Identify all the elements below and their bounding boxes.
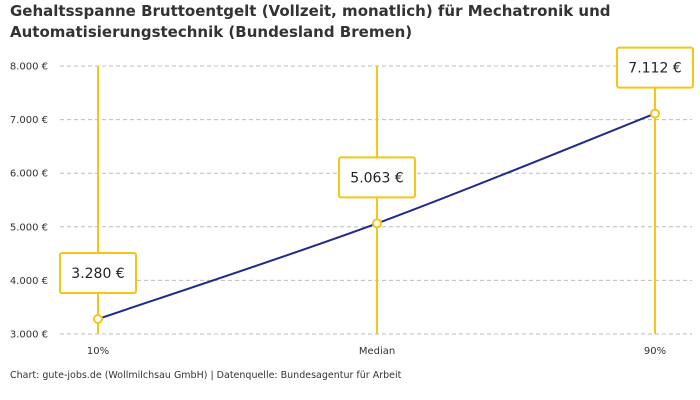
x-tick-label: 90% — [644, 346, 666, 357]
value-label-frame — [338, 156, 416, 199]
value-label-box: 3.280 € — [59, 251, 137, 294]
y-tick-label: 3.000 € — [10, 330, 48, 341]
y-tick-label: 6.000 € — [10, 169, 48, 180]
y-tick-label: 5.000 € — [10, 222, 48, 233]
y-tick-label: 4.000 € — [10, 276, 48, 287]
value-label-frame — [59, 251, 137, 294]
x-tick-label: 10% — [87, 346, 109, 357]
value-label-box: 7.112 € — [616, 46, 694, 89]
data-points — [93, 108, 660, 324]
y-tick-label: 7.000 € — [10, 115, 48, 126]
percentile-markers — [97, 66, 656, 334]
y-axis-tick-labels: 3.000 € 4.000 € 5.000 € 6.000 € 7.000 € 8.000… — [10, 62, 48, 341]
data-point — [93, 313, 103, 324]
data-point — [372, 218, 382, 229]
x-axis-tick-labels: 10% Median 90% — [87, 346, 666, 357]
value-label-frame — [616, 46, 694, 89]
y-tick-label: 8.000 € — [10, 62, 48, 73]
x-tick-label: Median — [359, 346, 395, 357]
value-label-text: 5.063 € — [350, 170, 403, 186]
chart-title: Gehaltsspanne Bruttoentgelt (Vollzeit, m… — [10, 2, 611, 41]
value-label-text: 7.112 € — [628, 61, 681, 77]
value-label-text: 3.280 € — [71, 266, 124, 282]
value-labels: 3.280 € 5.063 € 7.112 € — [59, 46, 694, 294]
data-point — [650, 108, 660, 119]
chart-source: Chart: gute-jobs.de (Wollmilchsau GmbH) … — [10, 370, 402, 381]
value-label-box: 5.063 € — [338, 156, 416, 199]
